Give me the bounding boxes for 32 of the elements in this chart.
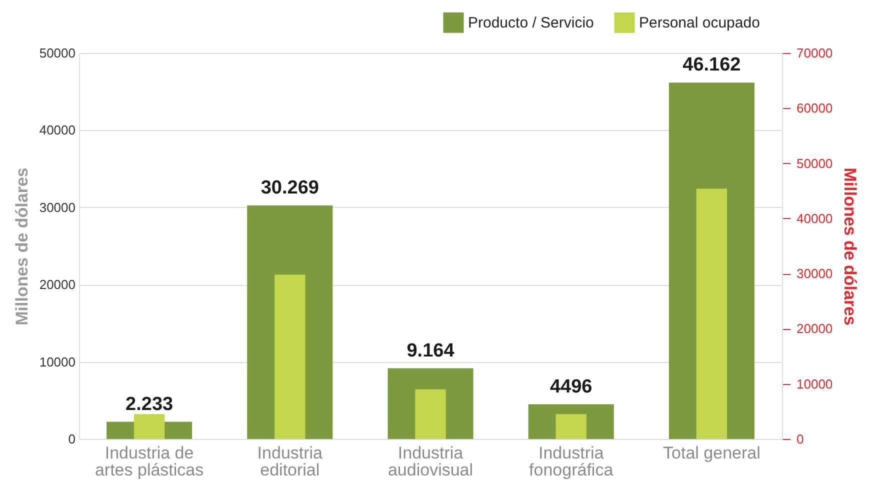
y-tick-label: 10000 <box>39 354 76 370</box>
y-tick-label: 0 <box>68 432 76 446</box>
data-label: 4496 <box>550 376 592 398</box>
y-tick-label: 40000 <box>39 122 76 138</box>
bar <box>415 389 446 439</box>
x-tick-label: Industria de artes plásticas <box>94 444 204 480</box>
data-label: 46.162 <box>682 54 741 76</box>
data-label: 2.233 <box>126 394 174 415</box>
y-axis-title: Millones de dólares <box>12 168 32 326</box>
y-tick-label: 20000 <box>39 277 76 292</box>
y2-tick-label: 10000 <box>796 376 833 392</box>
data-label: 30.269 <box>260 177 319 198</box>
x-tick-label: Total general <box>663 444 760 462</box>
bar <box>696 188 728 439</box>
x-tick-label: Industria editorial <box>257 444 324 480</box>
y2-tick-label: 30000 <box>796 266 833 282</box>
bar <box>556 414 586 439</box>
y2-tick-label: 40000 <box>796 210 833 226</box>
y2-tick-label: 0 <box>796 432 804 446</box>
y2-tick-label: 20000 <box>796 321 833 336</box>
data-label: 9.164 <box>406 340 455 362</box>
y2-tick-label: 70000 <box>796 46 833 60</box>
y2-tick-label: 50000 <box>796 156 833 171</box>
legend-label: Producto / Servicio <box>468 14 594 32</box>
y2-tick-label: 60000 <box>796 100 833 116</box>
y2-axis-title: Millones de dólares <box>840 168 860 326</box>
y-tick-label: 50000 <box>39 46 76 60</box>
bar <box>274 274 306 439</box>
y-tick-label: 30000 <box>39 200 76 215</box>
x-tick-label: Industria fonográfica <box>529 444 614 480</box>
legend-label: Personal ocupado <box>639 14 760 32</box>
x-tick-label: Industria audiovisual <box>388 444 474 480</box>
